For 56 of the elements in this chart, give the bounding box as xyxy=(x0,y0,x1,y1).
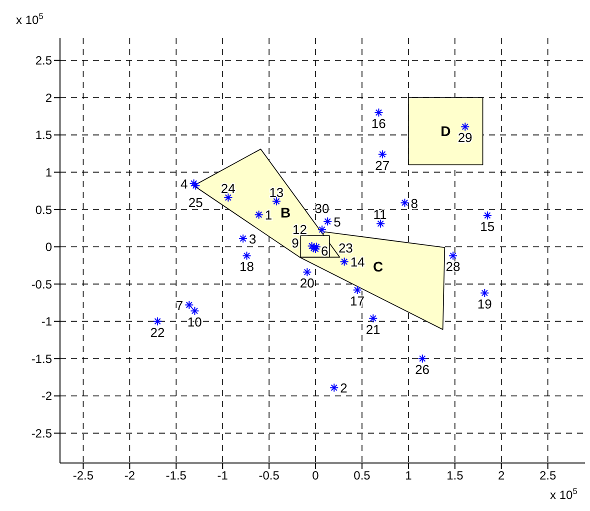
y-axis-title: x 10$^{5}$ xyxy=(16,11,44,27)
annotation: 4 xyxy=(180,176,188,192)
y-tick-label: 1.5 xyxy=(35,128,52,142)
annotation: 3 xyxy=(249,232,256,247)
annotation: 15 xyxy=(480,218,495,234)
y-tick-label: -2.5 xyxy=(31,426,52,440)
x-tick-label: 0.5 xyxy=(354,468,371,483)
annotation: 9 xyxy=(292,236,299,251)
y-tick-label: 2.5 xyxy=(35,54,52,68)
x-tick-label: 0 xyxy=(312,468,320,483)
y-tick-label: 2 xyxy=(45,90,52,105)
series-label: D xyxy=(440,123,451,140)
annotation: 19 xyxy=(477,296,492,312)
series-label: B xyxy=(280,204,291,220)
y-tick-label: 0.5 xyxy=(35,202,52,217)
annotation: 11 xyxy=(373,207,387,222)
x-tick-label: 2 xyxy=(498,468,506,483)
annotation: 20 xyxy=(300,276,314,291)
annotation: 14 xyxy=(350,254,365,270)
x-tick-label: -2.5 xyxy=(72,468,94,483)
annotation: 12 xyxy=(292,222,307,238)
annotation: 13 xyxy=(269,184,284,200)
annotation: 21 xyxy=(366,322,380,337)
y-tick-label: 0 xyxy=(45,240,52,254)
x-tick-label: 1.5 xyxy=(446,468,464,483)
annotation: 18 xyxy=(239,259,254,274)
annotation: 22 xyxy=(150,324,165,340)
y-tick-label: 1 xyxy=(45,165,52,180)
y-tick-label: -2 xyxy=(41,389,52,404)
annotation: 27 xyxy=(375,158,390,173)
y-tick-label: -1.5 xyxy=(31,352,52,366)
annotation: 29 xyxy=(458,130,472,146)
annotation: 16 xyxy=(371,116,386,132)
x-tick-label: 1 xyxy=(405,468,412,483)
annotation: 10 xyxy=(187,314,202,330)
series-label: C xyxy=(373,258,384,275)
annotation: 8 xyxy=(410,196,418,211)
annotation: 24 xyxy=(220,181,236,196)
annotation: 1 xyxy=(264,208,272,223)
x-axis-title: x 10$^{5}$ xyxy=(550,486,578,502)
annotation: 25 xyxy=(188,195,203,210)
annotation: 28 xyxy=(446,259,460,274)
annotation: 2 xyxy=(340,380,348,396)
annotation: 23 xyxy=(338,240,353,256)
annotation: 26 xyxy=(415,362,430,378)
x-tick-label: 2.5 xyxy=(539,468,556,483)
y-tick-label: -1 xyxy=(41,314,52,329)
annotation: 6 xyxy=(321,243,328,258)
x-tick-label: -1 xyxy=(217,468,228,483)
annotation: 7 xyxy=(176,298,184,313)
annotation: 17 xyxy=(350,294,365,309)
x-tick-label: -2 xyxy=(124,468,136,483)
y-tick-label: -0.5 xyxy=(31,277,52,292)
x-tick-label: -1.5 xyxy=(166,468,187,483)
x-tick-label: -0.5 xyxy=(258,468,280,483)
annotation: 5 xyxy=(334,214,341,230)
